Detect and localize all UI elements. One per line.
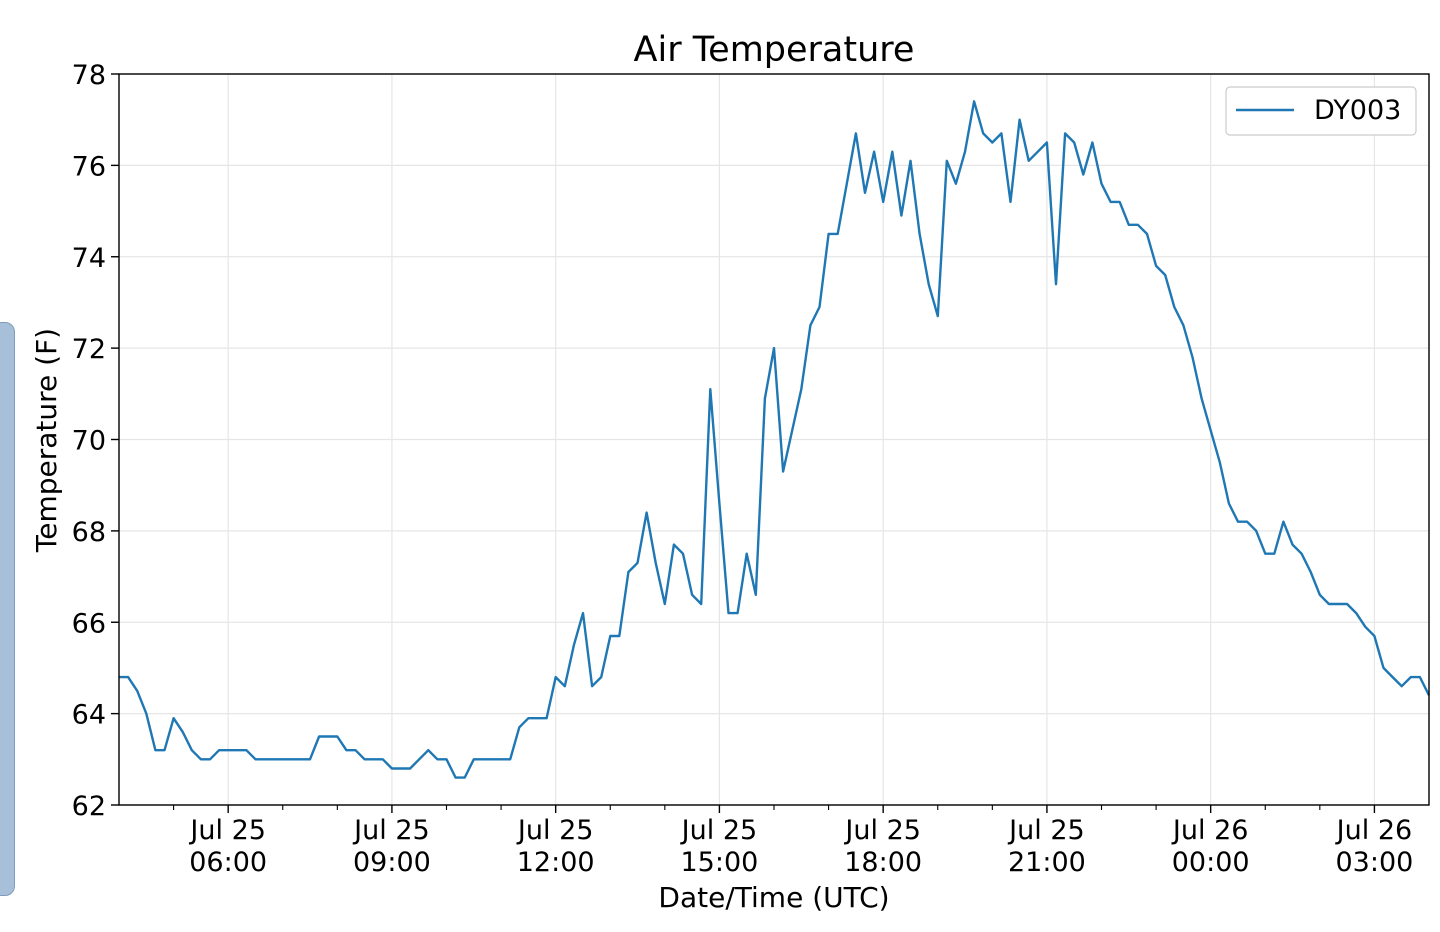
y-axis-label: Temperature (F) bbox=[30, 328, 63, 553]
legend-box bbox=[1225, 86, 1417, 136]
x-tick-label-date: Jul 25 bbox=[1007, 815, 1085, 846]
y-tick-label: 76 bbox=[72, 151, 106, 182]
x-tick-label-date: Jul 25 bbox=[188, 815, 266, 846]
x-tick-label-time: 03:00 bbox=[1336, 847, 1414, 878]
x-tick-label-time: 09:00 bbox=[353, 847, 431, 878]
x-tick-label-date: Jul 26 bbox=[1171, 815, 1249, 846]
chart-title: Air Temperature bbox=[634, 30, 915, 70]
y-axis: 62 64 66 68 70 72 74 76 78 bbox=[72, 60, 119, 822]
side-panel-tab[interactable] bbox=[0, 322, 15, 896]
y-tick-label: 70 bbox=[72, 426, 106, 457]
x-axis-label: Date/Time (UTC) bbox=[658, 881, 889, 914]
x-tick-label-time: 18:00 bbox=[844, 847, 922, 878]
y-tick-label: 68 bbox=[72, 517, 106, 548]
x-tick-label-time: 21:00 bbox=[1008, 847, 1086, 878]
y-tick-label: 66 bbox=[72, 608, 106, 639]
x-tick-label-time: 15:00 bbox=[681, 847, 759, 878]
x-tick-label-date: Jul 25 bbox=[843, 815, 921, 846]
x-tick-label-date: Jul 25 bbox=[516, 815, 594, 846]
y-tick-label: 62 bbox=[72, 791, 106, 822]
x-tick-label-date: Jul 25 bbox=[352, 815, 430, 846]
y-tick-label: 74 bbox=[72, 243, 106, 274]
y-tick-label: 78 bbox=[72, 60, 106, 91]
x-tick-label-time: 00:00 bbox=[1172, 847, 1250, 878]
series-line-dy003 bbox=[119, 100, 1431, 779]
x-tick-label-date: Jul 25 bbox=[680, 815, 758, 846]
x-tick-label-time: 06:00 bbox=[189, 847, 267, 878]
legend: DY003 bbox=[1225, 86, 1417, 136]
grid-lines bbox=[119, 73, 1429, 806]
legend-label-dy003: DY003 bbox=[1314, 95, 1401, 126]
x-tick-label-date: Jul 26 bbox=[1335, 815, 1413, 846]
y-tick-label: 64 bbox=[72, 700, 106, 731]
y-tick-label: 72 bbox=[72, 334, 106, 365]
x-tick-label-time: 12:00 bbox=[517, 847, 595, 878]
